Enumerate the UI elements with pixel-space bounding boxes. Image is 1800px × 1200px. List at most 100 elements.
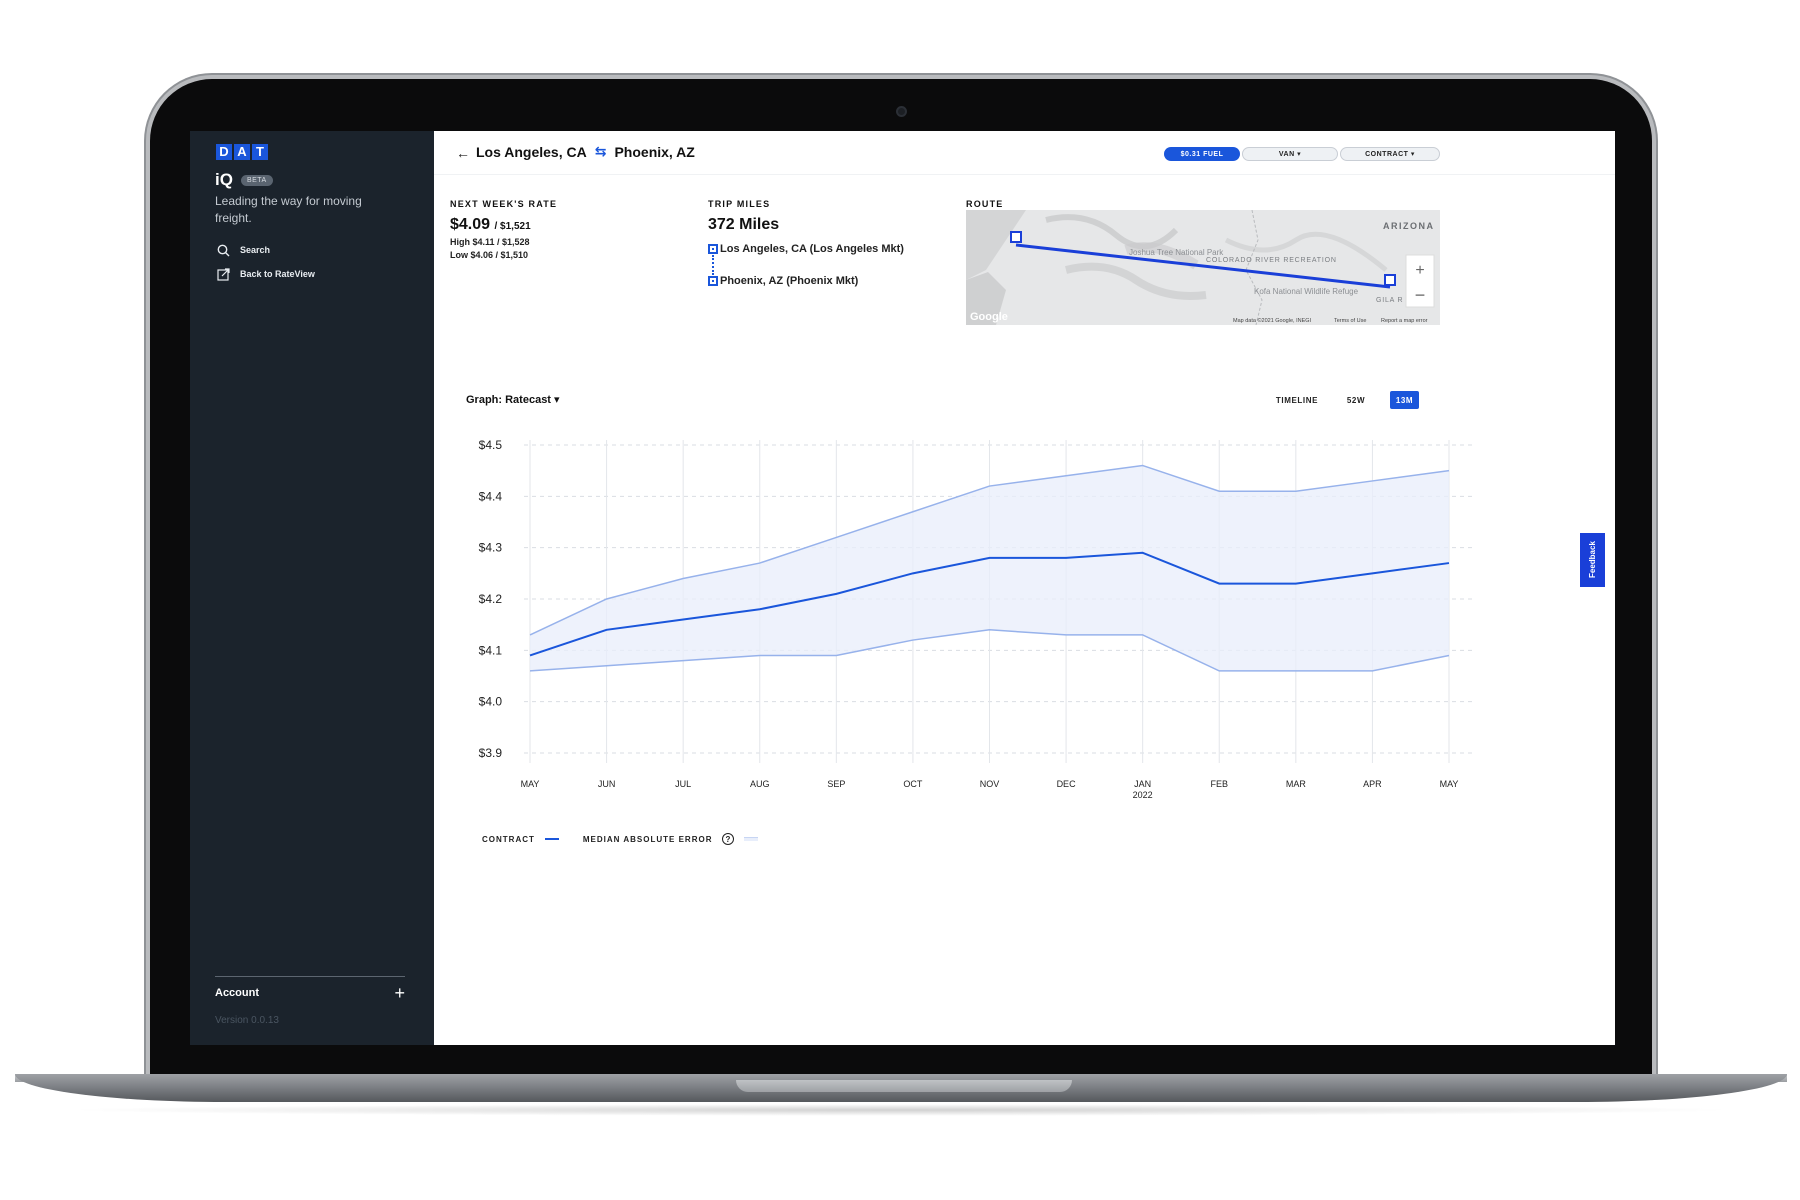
- route-connector: [712, 255, 714, 275]
- route-header: ROUTE: [966, 199, 1004, 209]
- x-tick-label: FEB: [1210, 779, 1228, 789]
- equipment-label: VAN: [1278, 150, 1295, 158]
- legend-contract-label: CONTRACT: [482, 834, 535, 844]
- rate-total: / $1,521: [494, 221, 531, 232]
- rate-type-dropdown[interactable]: CONTRACT ▾: [1340, 147, 1440, 161]
- caret-down-icon: ▾: [1410, 151, 1415, 158]
- dat-logo: D A T: [216, 144, 268, 160]
- trip-miles: TRIP MILES 372 Miles Los Angeles, CA (Lo…: [708, 199, 904, 287]
- mae-lower-line: [529, 629, 1450, 672]
- trip-label: TRIP MILES: [708, 199, 771, 209]
- x-tick-label: MAR: [1286, 779, 1307, 789]
- plus-icon[interactable]: +: [394, 983, 405, 1003]
- y-tick-label: $4.0: [479, 695, 503, 709]
- chart-legend: CONTRACT MEDIAN ABSOLUTE ERROR ?: [482, 833, 759, 845]
- trip-miles-value: 372 Miles: [708, 216, 780, 233]
- rate-type-label: CONTRACT: [1365, 150, 1409, 158]
- mae-band: [530, 465, 1449, 671]
- logo-letter: D: [216, 144, 232, 160]
- map-report-link[interactable]: Report a map error: [1381, 318, 1428, 324]
- laptop-shadow: [60, 1104, 1740, 1116]
- origin-pin-icon[interactable]: [1010, 231, 1022, 243]
- y-tick-label: $3.9: [479, 746, 503, 760]
- x-tick-label: AUG: [750, 779, 770, 789]
- sidebar-item-label: Back to RateView: [240, 269, 315, 279]
- map-terms-link[interactable]: Terms of Use: [1334, 318, 1366, 324]
- back-arrow-icon[interactable]: ←: [456, 145, 470, 161]
- destination-market: Phoenix, AZ (Phoenix Mkt): [720, 275, 859, 287]
- origin-city: Los Angeles, CA: [476, 143, 587, 160]
- destination-pin-icon[interactable]: [1384, 274, 1396, 286]
- sidebar: D A T iQ BETA Leading the way for moving…: [190, 131, 434, 1045]
- origin-market: Los Angeles, CA (Los Angeles Mkt): [720, 243, 904, 255]
- external-link-icon: [216, 267, 230, 281]
- help-icon[interactable]: ?: [722, 833, 735, 845]
- x-year-label: 2022: [1133, 790, 1153, 800]
- map-label: ARIZONA: [1383, 221, 1435, 231]
- mae-upper-line: [529, 464, 1450, 636]
- graph-selector[interactable]: Graph: Ratecast ▾: [466, 393, 560, 406]
- origin-stop: Los Angeles, CA (Los Angeles Mkt): [708, 243, 904, 255]
- graph-selector-label: Graph: Ratecast: [466, 394, 551, 406]
- zoom-out-icon[interactable]: −: [1415, 285, 1426, 305]
- camera-icon: [896, 106, 907, 117]
- y-tick-label: $4.4: [479, 489, 503, 503]
- map-label: Joshua Tree National Park: [1129, 248, 1224, 257]
- y-tick-label: $4.5: [479, 438, 503, 452]
- x-tick-label: DEC: [1057, 779, 1077, 789]
- version-text: Version 0.0.13: [215, 1015, 279, 1026]
- rate-high: High $4.11 / $1,528: [450, 237, 530, 247]
- ratecast-chart: $4.5 $4.4 $4.3 $4.2 $4.1 $4.0 $3.9 MAY JUN JUL AUG…: [479, 438, 1474, 800]
- map-label: COLORADO RIVER RECREATION: [1206, 257, 1337, 264]
- rate-low: Low $4.06 / $1,510: [450, 250, 529, 260]
- range-13m-button[interactable]: 13M: [1390, 391, 1419, 409]
- equipment-dropdown[interactable]: VAN ▾: [1242, 147, 1338, 161]
- lane-header: ← Los Angeles, CA ⇆ Phoenix, AZ $0.31 FU…: [434, 131, 1615, 175]
- swap-icon[interactable]: ⇆: [594, 143, 607, 159]
- range-timeline-button[interactable]: TIMELINE: [1275, 395, 1319, 405]
- search-icon: [216, 243, 230, 257]
- product-name: iQ: [215, 170, 233, 189]
- route-map[interactable]: ARIZONA Joshua Tree National Park COLORA…: [966, 210, 1440, 325]
- sidebar-item-back-to-rateview[interactable]: Back to RateView: [216, 267, 315, 281]
- logo-letter: T: [252, 144, 268, 160]
- logo-letter: A: [234, 144, 250, 160]
- route-label: ROUTE: [966, 199, 1004, 209]
- x-tick-label: MAY: [521, 779, 540, 789]
- x-tick-label: APR: [1363, 779, 1382, 789]
- rate-value: $4.09: [450, 216, 491, 233]
- laptop-notch: [736, 1080, 1072, 1092]
- destination-stop: Phoenix, AZ (Phoenix Mkt): [708, 275, 904, 287]
- range-52w-button[interactable]: 52W: [1346, 395, 1366, 405]
- x-tick-label: NOV: [980, 779, 1000, 789]
- x-tick-label: JAN: [1134, 779, 1151, 789]
- tagline: Leading the way for moving freight.: [215, 194, 362, 225]
- x-tick-label: JUN: [598, 779, 616, 789]
- y-tick-label: $4.3: [479, 541, 503, 555]
- destination-city: Phoenix, AZ: [614, 143, 695, 160]
- map-label: Kofa National Wildlife Refuge: [1254, 287, 1359, 296]
- feedback-tab[interactable]: Feedback: [1580, 533, 1605, 587]
- fuel-pill[interactable]: $0.31 FUEL: [1164, 147, 1240, 161]
- main-content: ← Los Angeles, CA ⇆ Phoenix, AZ $0.31 FU…: [434, 131, 1615, 1045]
- zoom-in-icon[interactable]: +: [1415, 262, 1424, 279]
- legend-mae-swatch: [744, 837, 759, 841]
- legend-mae-label: MEDIAN ABSOLUTE ERROR: [582, 834, 713, 844]
- app-screen: D A T iQ BETA Leading the way for moving…: [190, 131, 1615, 1045]
- x-tick-label: JUL: [675, 779, 691, 789]
- map-label: GILA R INDIAN: [1376, 297, 1435, 304]
- destination-marker-icon: [708, 276, 718, 286]
- x-tick-label: MAY: [1440, 779, 1459, 789]
- x-tick-label: OCT: [903, 779, 923, 789]
- next-week-rate: NEXT WEEK'S RATE $4.09 / $1,521 High $4.…: [450, 199, 557, 260]
- beta-badge: BETA: [240, 174, 273, 186]
- legend-contract-swatch: [544, 838, 559, 840]
- sidebar-item-search[interactable]: Search: [216, 243, 270, 257]
- account-section[interactable]: Account +: [215, 976, 405, 1003]
- caret-down-icon: ▾: [554, 394, 560, 406]
- sidebar-item-label: Search: [240, 245, 271, 255]
- map-canvas: ARIZONA Joshua Tree National Park COLORA…: [966, 210, 1440, 325]
- google-logo: Google: [970, 311, 1008, 323]
- lane-title: Los Angeles, CA ⇆ Phoenix, AZ: [476, 143, 695, 160]
- origin-marker-icon: [708, 244, 718, 254]
